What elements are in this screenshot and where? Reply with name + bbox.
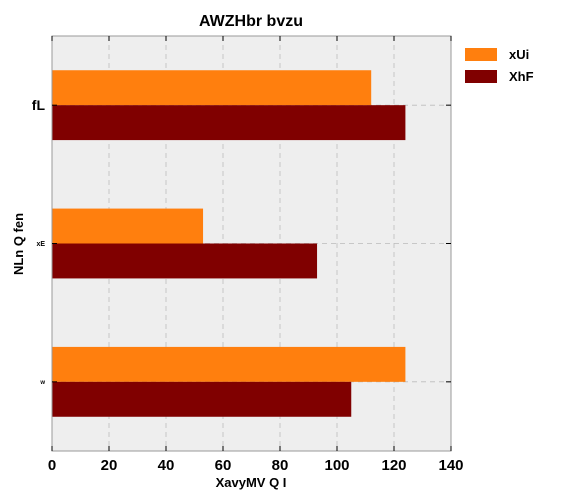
x-tick-label: 60 (215, 457, 232, 474)
y-axis-ticks: fL xE w (32, 97, 451, 386)
x-tick-label: 100 (324, 457, 349, 474)
bar-xUi-fL (52, 70, 372, 106)
x-tick-label: 140 (438, 457, 463, 474)
x-tick-label: 80 (272, 457, 289, 474)
x-axis-ticks: 0 20 40 60 80 100 120 140 (48, 36, 464, 474)
bar-XhF-xE (52, 243, 318, 279)
bar-XhF-w (52, 381, 352, 417)
x-tick-label: 0 (48, 457, 56, 474)
x-axis-label: XavyMV Q I (216, 475, 287, 490)
chart-title: AWZHbr bvzu (199, 13, 303, 30)
y-tick-label: fL (32, 97, 46, 113)
x-tick-label: 20 (101, 457, 118, 474)
legend-swatch (465, 70, 497, 83)
legend: xUi XhF (465, 47, 534, 84)
bar-XhF-fL (52, 105, 406, 141)
y-tick-label: xE (36, 241, 45, 248)
y-tick-label: w (39, 380, 45, 386)
x-tick-label: 120 (381, 457, 406, 474)
x-tick-label: 40 (158, 457, 175, 474)
legend-label: xUi (509, 47, 529, 62)
y-axis-label: NLn Q fen (11, 213, 26, 275)
bar-xUi-w (52, 346, 406, 382)
legend-label: XhF (509, 69, 534, 84)
bars (52, 70, 406, 417)
legend-swatch (465, 48, 497, 61)
bar-xUi-xE (52, 208, 204, 244)
